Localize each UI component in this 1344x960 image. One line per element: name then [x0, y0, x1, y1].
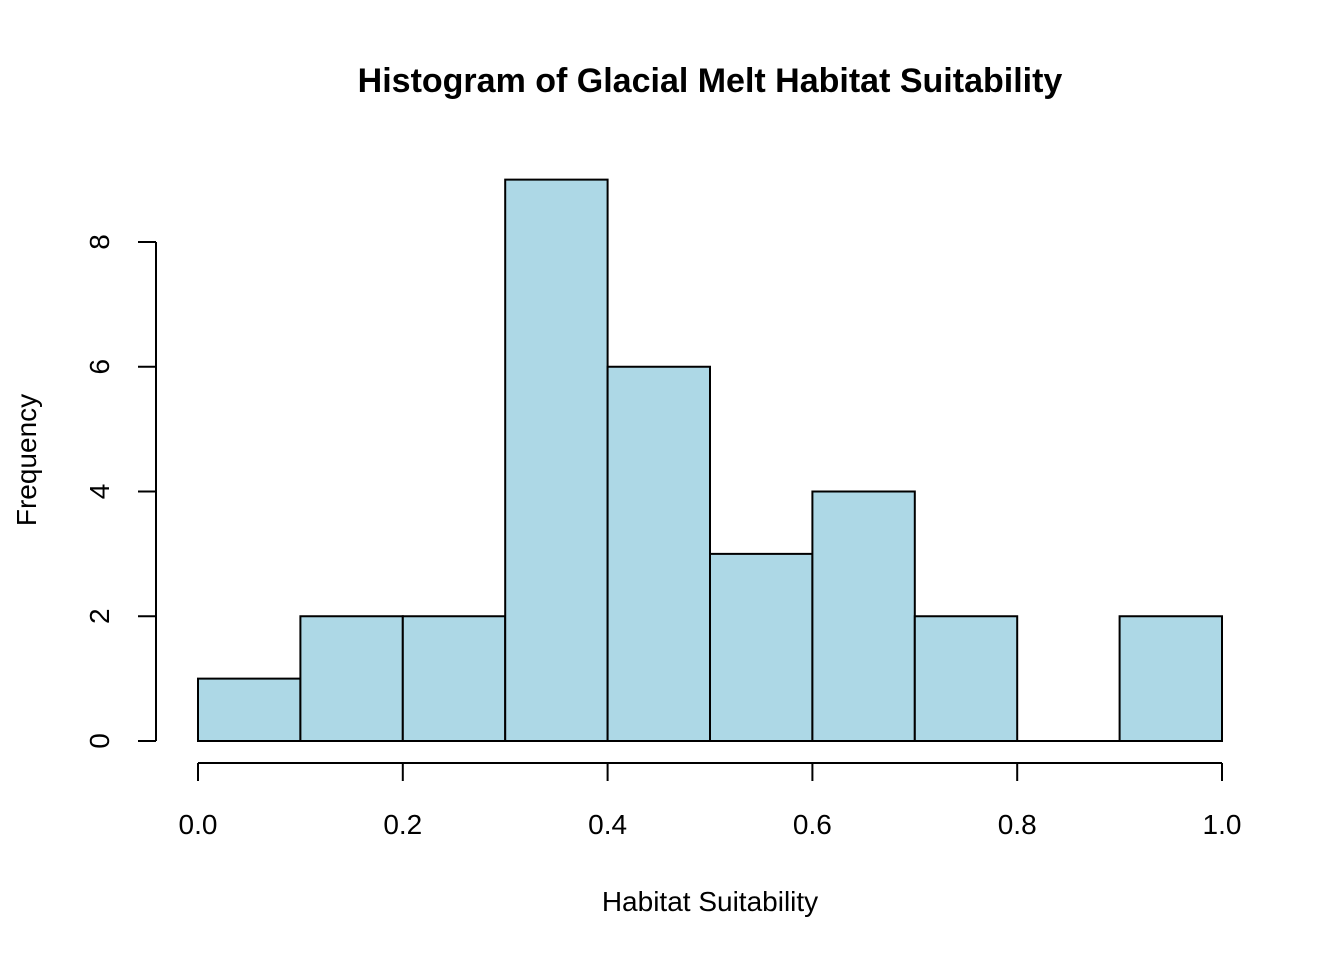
- x-axis: 0.0 0.2 0.4 0.6 0.8 1.0: [179, 762, 1242, 840]
- histogram-bar-3: [504, 178, 609, 742]
- chart-title: Histogram of Glacial Melt Habitat Suitab…: [358, 62, 1063, 100]
- y-axis: 0 2 4 6 8: [84, 234, 157, 749]
- histogram-bar-2: [401, 615, 507, 742]
- y-tick-label-0: 0: [84, 733, 115, 749]
- histogram-bar-4: [606, 365, 711, 742]
- y-tick-label-3: 6: [84, 359, 115, 375]
- y-tick-label-2: 4: [84, 484, 115, 500]
- histogram-bar-0: [197, 677, 302, 742]
- histogram-bar-5: [709, 552, 814, 742]
- bars-group: [197, 178, 1223, 742]
- histogram-bar-1: [299, 615, 404, 742]
- histogram-bar-9: [1118, 615, 1223, 742]
- x-tick-label-5: 1.0: [1203, 809, 1242, 840]
- histogram-bar-7: [913, 615, 1019, 742]
- x-axis-label: Habitat Suitability: [602, 886, 818, 917]
- x-tick-label-0: 0.0: [179, 809, 218, 840]
- x-tick-label-4: 0.8: [998, 809, 1037, 840]
- y-axis-label: Frequency: [11, 394, 42, 526]
- x-tick-label-1: 0.2: [383, 809, 422, 840]
- x-tick-label-3: 0.6: [793, 809, 832, 840]
- x-tick-label-2: 0.4: [588, 809, 627, 840]
- y-tick-label-4: 8: [84, 234, 115, 250]
- y-tick-label-1: 2: [84, 608, 115, 624]
- histogram-bar-6: [811, 490, 916, 742]
